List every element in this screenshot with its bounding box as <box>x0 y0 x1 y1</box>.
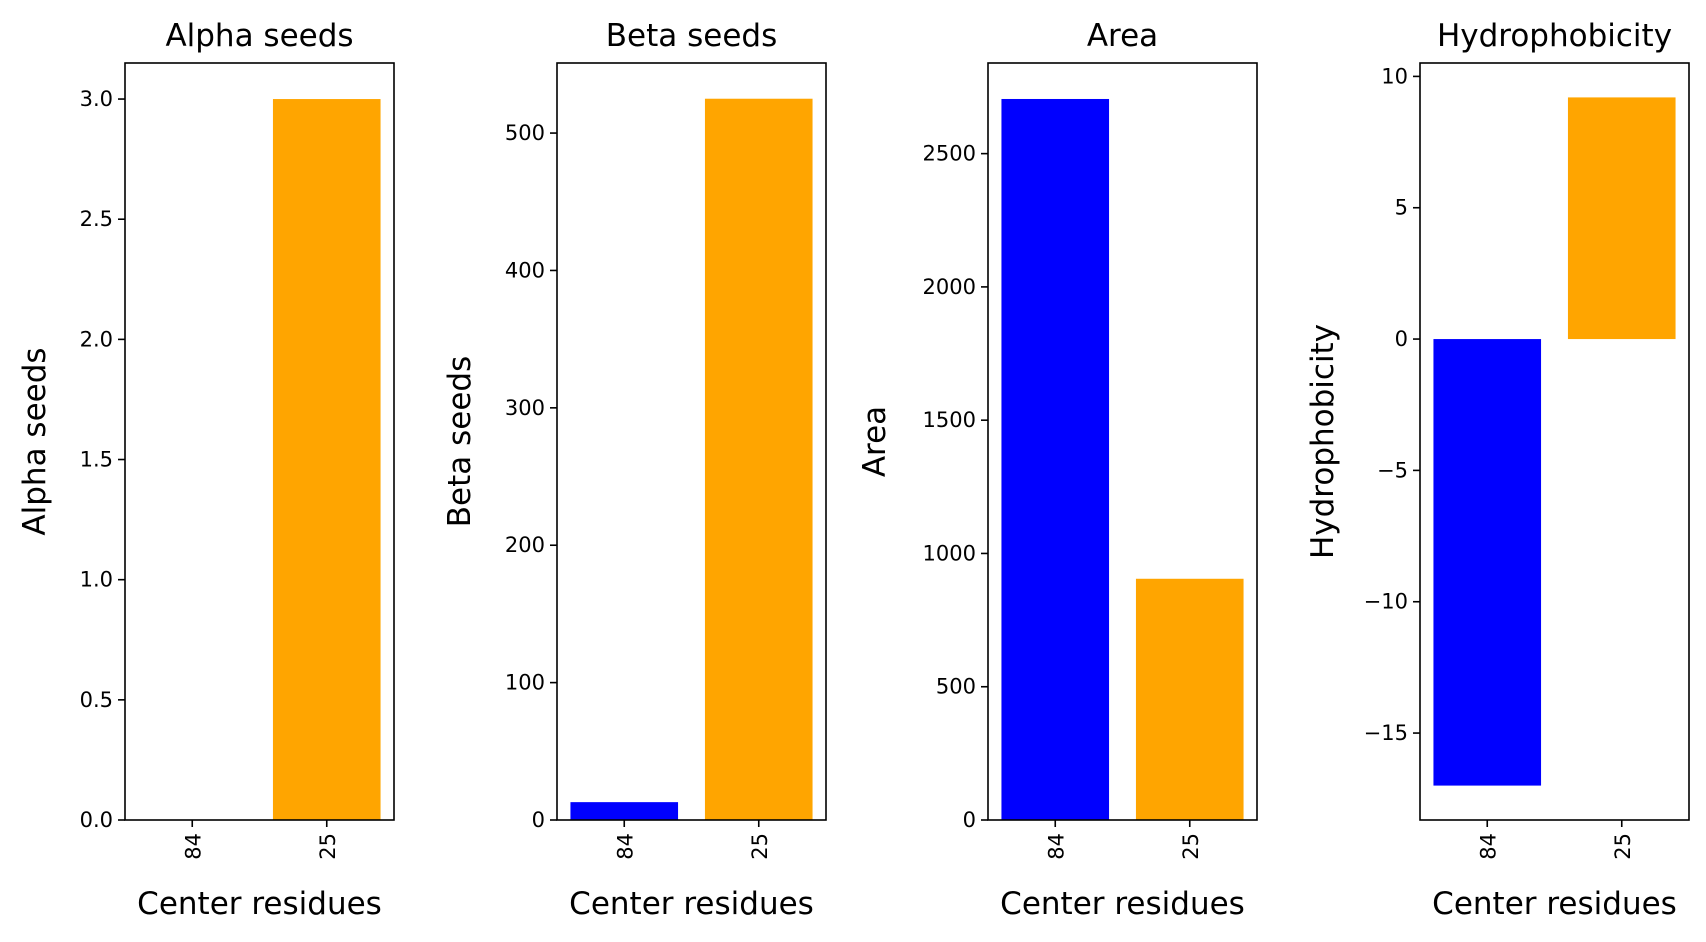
y-tick-label: 0.0 <box>80 808 113 832</box>
x-tick-label: 25 <box>1179 833 1203 860</box>
y-tick-label: 1000 <box>923 541 976 565</box>
x-tick-label: 84 <box>181 833 205 860</box>
y-tick-label: 0 <box>532 808 545 832</box>
x-tick-label: 25 <box>748 833 772 860</box>
x-tick-label: 84 <box>613 833 637 860</box>
y-tick-label: 1.0 <box>80 568 113 592</box>
bar-84 <box>1433 339 1542 786</box>
chart-title: Beta seeds <box>606 18 777 54</box>
y-tick-label: 300 <box>505 396 545 420</box>
chart-title: Hydrophobicity <box>1437 18 1672 54</box>
x-tick-label: 25 <box>316 833 340 860</box>
y-tick-label: −15 <box>1364 721 1408 745</box>
bar-25 <box>1135 578 1244 820</box>
y-tick-label: 100 <box>505 671 545 695</box>
axes-frame <box>556 62 827 821</box>
y-tick-label: −10 <box>1364 590 1408 614</box>
x-tick-label: 84 <box>1476 833 1500 860</box>
y-tick-label: 2.5 <box>80 207 113 231</box>
y-tick-label: −5 <box>1377 458 1408 482</box>
bar-84 <box>1001 98 1110 821</box>
y-tick-label: 0.5 <box>80 688 113 712</box>
chart-title: Alpha seeds <box>165 18 353 54</box>
chart-title: Area <box>1087 18 1158 54</box>
chart-panel-1: 0.0 0.5 1.0 1.5 2.0 2.5 3.0 84 25 Alpha seeds Cent… <box>17 18 395 922</box>
axes-frame <box>1419 62 1690 821</box>
y-axis-label: Beta seeds <box>442 356 478 527</box>
y-tick-label: 10 <box>1381 64 1408 88</box>
y-tick-label: 1500 <box>923 408 976 432</box>
y-axis-label: Area <box>857 406 893 477</box>
y-tick-label: 2500 <box>923 142 976 166</box>
y-tick-label: 3.0 <box>80 87 113 111</box>
y-tick-label: 0 <box>963 808 976 832</box>
y-tick-label: 400 <box>505 258 545 282</box>
bar-25 <box>272 99 381 821</box>
y-tick-label: 500 <box>505 121 545 145</box>
x-tick-label: 25 <box>1611 833 1635 860</box>
axes-frame <box>987 62 1258 821</box>
y-tick-label: 5 <box>1395 196 1408 220</box>
bar-84 <box>570 802 679 820</box>
axes-frame <box>124 62 395 821</box>
x-axis-label: Center residues <box>1432 886 1677 922</box>
x-axis-label: Center residues <box>1000 886 1245 922</box>
y-axis-label: Hydrophobicity <box>1305 324 1341 559</box>
y-tick-label: 200 <box>505 533 545 557</box>
x-axis-label: Center residues <box>569 886 814 922</box>
y-tick-label: 2000 <box>923 275 976 299</box>
y-tick-label: 500 <box>936 675 976 699</box>
y-tick-label: 1.5 <box>80 448 113 472</box>
x-axis-label: Center residues <box>137 886 382 922</box>
chart-panel-4: −15 −10 −5 0 5 10 84 25 Hydrophobicity Center res… <box>1305 18 1690 922</box>
bar-25 <box>1567 97 1676 340</box>
x-tick-label: 84 <box>1044 833 1068 860</box>
y-axis-label: Alpha seeds <box>17 347 53 535</box>
y-tick-label: 0 <box>1395 327 1408 351</box>
bar-25 <box>704 98 813 821</box>
chart-panel-3: 0 500 1000 1500 2000 2500 84 25 Area Center resid… <box>857 18 1258 922</box>
chart-panel-2: 0 100 200 300 400 500 84 25 Beta seeds Center res… <box>442 18 827 922</box>
y-tick-label: 2.0 <box>80 327 113 351</box>
